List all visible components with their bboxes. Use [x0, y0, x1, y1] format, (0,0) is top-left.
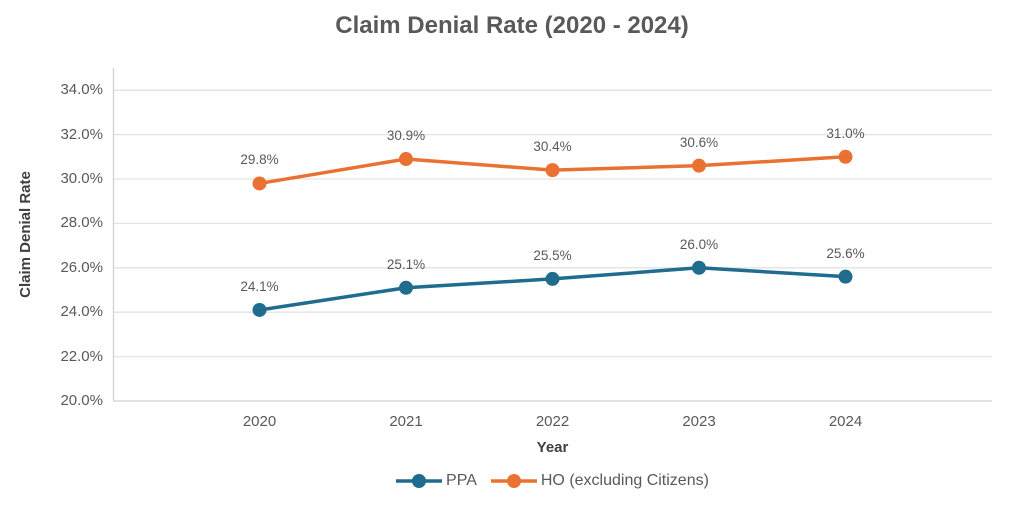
data-point-marker: [545, 271, 560, 286]
data-label: 29.8%: [240, 152, 279, 168]
series-svg: [112, 68, 992, 402]
y-tick-label: 34.0%: [60, 81, 103, 99]
data-point-marker: [399, 280, 413, 295]
data-label: 25.6%: [826, 245, 865, 261]
legend-marker: [490, 474, 537, 488]
data-label: 26.0%: [679, 236, 719, 252]
legend-marker: [396, 474, 443, 488]
data-label: 30.4%: [533, 139, 572, 155]
y-axis-title: Claim Denial Rate: [8, 68, 42, 401]
y-tick-label: 30.0%: [60, 170, 103, 187]
data-point-marker: [252, 302, 267, 317]
data-point-marker: [838, 269, 853, 284]
y-tick-label: 26.0%: [60, 258, 103, 276]
data-point-marker: [545, 163, 560, 178]
y-tick-label: 28.0%: [60, 214, 103, 232]
data-point-marker: [252, 176, 267, 191]
data-label: 30.6%: [679, 134, 719, 150]
x-tick-label: 2024: [828, 413, 863, 430]
legend: PPA HO (excluding Citizens): [113, 468, 992, 494]
data-point-marker: [399, 152, 413, 167]
x-axis-title: Year: [536, 439, 569, 456]
data-label: 25.5%: [533, 247, 572, 263]
data-label: 31.0%: [826, 125, 865, 141]
legend-item-ppa: PPA: [396, 472, 477, 490]
y-tick-label: 22.0%: [60, 347, 103, 365]
plot-area: 24.1% 25.1% 25.5% 26.0% 25.6% 29.8% 30.9% 30.4%…: [112, 68, 992, 402]
x-tick-label: 2020: [242, 413, 277, 430]
data-label: 24.1%: [240, 278, 279, 294]
chart-title: Claim Denial Rate (2020 - 2024): [335, 12, 689, 39]
x-tick-label: 2022: [535, 413, 570, 430]
y-tick-label: 20.0%: [60, 392, 103, 409]
data-point-marker: [692, 158, 706, 173]
y-tick-label: 24.0%: [60, 303, 103, 321]
legend-label: HO (excluding Citizens): [540, 472, 709, 489]
legend-label: PPA: [446, 472, 477, 489]
y-axis-title-text: Claim Denial Rate: [16, 171, 34, 298]
data-label: 25.1%: [386, 256, 426, 272]
data-point-marker: [838, 149, 853, 164]
x-tick-label: 2023: [682, 413, 716, 430]
y-tick-label: 32.0%: [60, 125, 103, 143]
legend-item-ho: HO (excluding Citizens): [490, 472, 709, 490]
data-point-marker: [692, 260, 706, 275]
x-tick-label: 2021: [389, 413, 423, 430]
data-label: 30.9%: [386, 128, 426, 144]
